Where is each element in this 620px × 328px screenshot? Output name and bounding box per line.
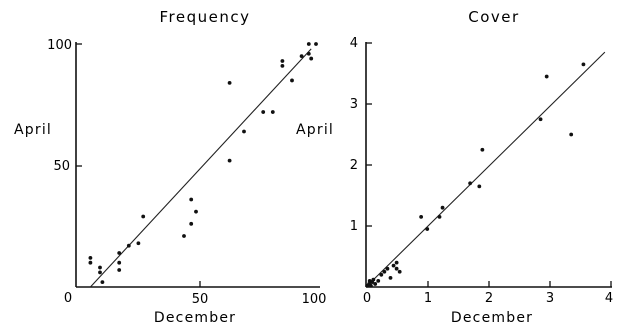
cover-point-5 (371, 277, 376, 282)
frequency-point-22 (290, 78, 294, 83)
frequency-point-15 (227, 158, 232, 163)
cover-point-14 (394, 266, 399, 271)
frequency-point-21 (280, 59, 285, 63)
frequency-x-axis-label: December (154, 310, 236, 326)
cover-point-6 (373, 282, 378, 286)
frequency-y-tick-label-100: 100 (47, 38, 72, 53)
frequency-point-5 (117, 251, 122, 255)
frequency-x-tick-label-0: 0 (64, 291, 72, 306)
cover-point-7 (376, 279, 381, 283)
cover-point-16 (419, 214, 424, 219)
frequency-point-27 (314, 42, 318, 46)
cover-point-15 (397, 269, 402, 274)
cover-point-3 (369, 283, 373, 288)
cover-x-tick-label-2: 2 (485, 291, 493, 306)
frequency-point-19 (270, 110, 275, 114)
frequency-point-24 (306, 42, 311, 46)
cover-point-22 (480, 147, 485, 152)
cover-point-21 (477, 184, 482, 189)
frequency-title: Frequency (160, 8, 251, 26)
frequency-point-7 (117, 268, 122, 272)
frequency-point-26 (309, 56, 314, 61)
cover-y-axis-label: April (296, 122, 334, 138)
cover-point-17 (425, 227, 430, 231)
cover-points (365, 62, 586, 288)
cover-point-8 (379, 272, 384, 277)
cover-y-tick-label-2: 2 (350, 158, 358, 173)
cover-point-24 (544, 74, 549, 79)
frequency-point-17 (242, 129, 246, 134)
frequency-point-2 (98, 265, 102, 270)
cover-point-19 (440, 205, 445, 210)
frequency-point-13 (189, 197, 194, 202)
cover-y-tick-label-1: 1 (350, 219, 358, 234)
cover-x-tick-label-3: 3 (546, 291, 554, 306)
frequency-point-14 (194, 209, 198, 214)
cover-point-11 (388, 275, 393, 280)
frequency-point-1 (88, 260, 93, 265)
cover-x-tick-label-0: 0 (363, 291, 371, 306)
cover-point-9 (382, 269, 387, 274)
frequency-y-tick-label-50: 50 (53, 159, 70, 174)
frequency-chart: Frequency 0 50 100 50 100 April December (14, 8, 326, 326)
frequency-point-8 (126, 243, 131, 248)
frequency-point-3 (98, 270, 102, 275)
frequency-point-16 (227, 80, 232, 85)
frequency-point-12 (189, 221, 194, 226)
frequency-point-9 (136, 241, 141, 246)
frequency-point-18 (261, 110, 266, 114)
cover-x-axis-label: December (451, 310, 533, 326)
cover-y-tick-label-3: 3 (350, 97, 358, 112)
frequency-point-0 (88, 255, 93, 260)
cover-regression-line (365, 51, 606, 288)
frequency-x-tick-label-100: 100 (302, 292, 327, 307)
cover-point-13 (394, 260, 399, 265)
frequency-point-23 (299, 54, 304, 59)
frequency-point-4 (100, 280, 105, 285)
frequency-points (88, 42, 318, 285)
frequency-y-axis-label: April (14, 122, 52, 138)
cover-point-20 (468, 181, 473, 186)
frequency-point-11 (182, 234, 186, 238)
frequency-point-20 (280, 63, 285, 68)
cover-title: Cover (468, 8, 519, 26)
frequency-x-tick-label-50: 50 (192, 292, 209, 307)
cover-point-23 (538, 117, 543, 122)
cover-point-26 (581, 62, 586, 67)
cover-x-tick-label-4: 4 (605, 291, 613, 306)
cover-point-25 (569, 132, 574, 137)
cover-point-10 (385, 266, 390, 271)
frequency-point-10 (141, 214, 146, 219)
frequency-point-25 (306, 51, 311, 56)
frequency-point-6 (117, 260, 122, 265)
frequency-regression-line (89, 48, 312, 288)
cover-chart: Cover 0 1 2 3 4 1 2 3 4 April December (296, 8, 613, 326)
cover-y-tick-label-4: 4 (350, 36, 358, 51)
cover-point-12 (391, 263, 396, 268)
cover-point-18 (437, 214, 442, 219)
cover-x-tick-label-1: 1 (424, 291, 432, 306)
